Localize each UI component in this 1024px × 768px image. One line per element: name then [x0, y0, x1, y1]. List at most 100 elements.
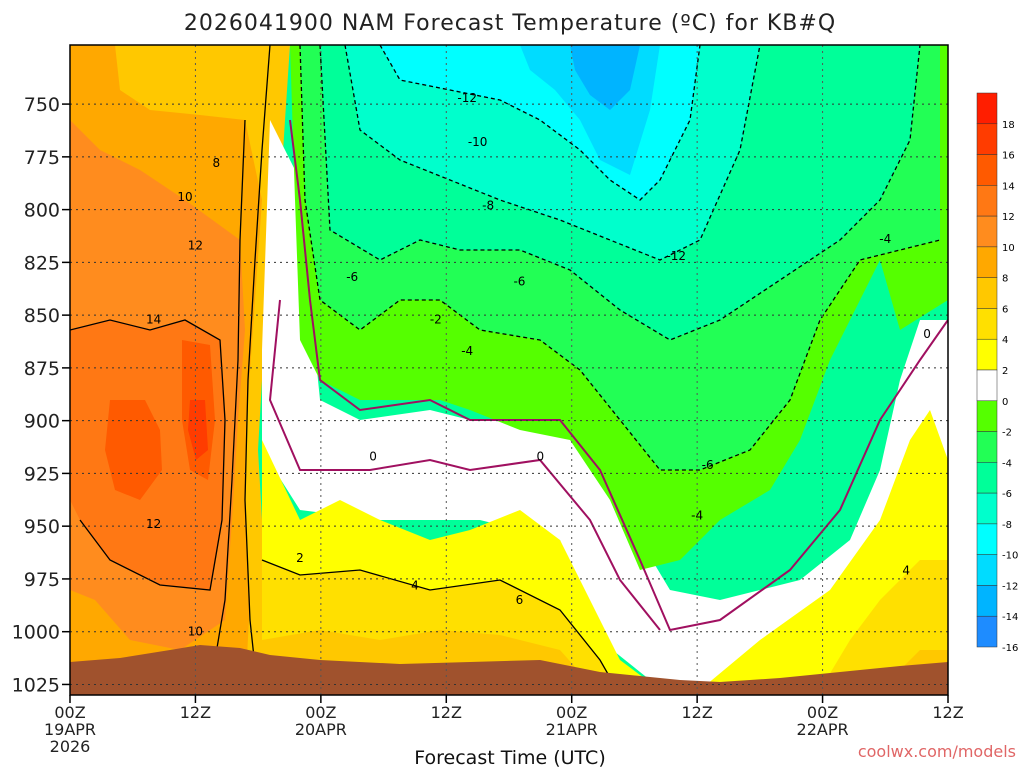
- colorbar-swatch--18: [976, 615, 998, 648]
- colorbar-label-9: 0: [1002, 397, 1008, 408]
- contour-label-11: -2: [430, 312, 442, 326]
- colorbar: 18 16 14 12 10 8 6 4 2 0 -2 -4 -6 -8 -10 -12 -14 -16: [976, 92, 1018, 654]
- x-tick-label-0-1: 19APR: [44, 720, 96, 739]
- x-tick-label-72-1: 22APR: [797, 720, 849, 739]
- contour-zero-line-lower: [268, 299, 661, 631]
- contour-label-15: 2: [296, 551, 304, 565]
- contour-label-9: -6: [346, 270, 358, 284]
- contour-line-f: [299, 45, 941, 471]
- colorbar-swatch-8: [976, 246, 998, 278]
- colorbar-label-1: 16: [1002, 151, 1015, 162]
- y-tick-label-800: 800: [24, 200, 60, 222]
- colorbar-swatch-6: [976, 277, 998, 309]
- credit-text: coolwx.com/models: [858, 742, 1016, 761]
- colorbar-swatch--16: [976, 585, 998, 617]
- contour-label-19: -6: [702, 458, 714, 472]
- contour-zero-line: [289, 119, 948, 632]
- colorbar-swatch--6: [976, 431, 998, 463]
- colorbar-label-11: -4: [1002, 458, 1012, 469]
- colorbar-label-17: -16: [1002, 643, 1018, 654]
- contour-label-6: -12: [457, 91, 477, 105]
- colorbar-label-8: 2: [1002, 366, 1008, 377]
- y-axis-ticks: 750 775 800 825 850 875 900 925 950 975 1000 1025: [12, 94, 70, 696]
- contour-label-2: 12: [188, 238, 203, 252]
- y-tick-label-950: 950: [24, 516, 60, 538]
- colorbar-label-2: 14: [1002, 181, 1015, 192]
- contour-line-d: [261, 559, 621, 695]
- y-tick-label-1000: 1000: [12, 622, 60, 644]
- y-tick-label-925: 925: [24, 463, 60, 485]
- contour-label-4: 12: [146, 517, 161, 531]
- y-tick-label-1025: 1025: [12, 674, 60, 696]
- y-tick-label-875: 875: [24, 358, 60, 380]
- x-tick-label-12-0: 12Z: [180, 703, 211, 722]
- x-tick-label-24-1: 20APR: [295, 720, 347, 739]
- contour-label-10: -6: [513, 274, 525, 288]
- temperature-field: [70, 45, 948, 695]
- x-tick-label-48-1: 21APR: [546, 720, 598, 739]
- x-axis-label: Forecast Time (UTC): [414, 747, 605, 768]
- x-tick-label-0-2: 2026: [50, 737, 91, 756]
- plot-frame: [69, 44, 949, 696]
- colorbar-swatch-14: [976, 154, 998, 186]
- contour-label-3: 14: [146, 312, 161, 326]
- contour-label-18: -12: [666, 249, 686, 263]
- colorbar-label-0: 18: [1002, 120, 1015, 131]
- colorbar-label-4: 10: [1002, 243, 1015, 254]
- colorbar-label-14: -10: [1002, 551, 1018, 562]
- colorbar-swatch-12: [976, 185, 998, 217]
- contour-label-23: 4: [902, 563, 910, 577]
- chart-title: 2026041900 NAM Forecast Temperature (ºC)…: [184, 11, 836, 36]
- colorbar-label-12: -6: [1002, 489, 1012, 500]
- colorbar-label-13: -8: [1002, 520, 1012, 531]
- warm-region-16: [105, 340, 215, 500]
- contour-label-20: -4: [691, 509, 703, 523]
- terrain: [70, 645, 948, 695]
- contour-label-17: 6: [516, 593, 524, 607]
- contour-label-1: 10: [177, 190, 192, 204]
- colorbar-swatch--10: [976, 492, 998, 525]
- contour-line-h: [379, 45, 701, 201]
- colorbar-label-15: -12: [1002, 581, 1018, 592]
- colorbar-swatch-16: [976, 123, 998, 155]
- contour-label-12: -4: [461, 344, 473, 358]
- colorbar-swatch-2: [976, 338, 998, 371]
- warm-region-18: [188, 400, 208, 460]
- colorbar-label-10: -2: [1002, 428, 1012, 439]
- colorbar-swatch--4: [976, 400, 998, 432]
- y-tick-label-900: 900: [24, 411, 60, 433]
- y-tick-label-750: 750: [24, 94, 60, 116]
- colorbar-swatch-10: [976, 215, 998, 248]
- cold-region-minus16: [570, 45, 640, 110]
- contour-line-b: [214, 119, 246, 661]
- contour-label-22: 0: [923, 327, 931, 341]
- colorbar-swatch-18: [976, 92, 998, 125]
- contour-line-c: [70, 319, 226, 591]
- y-tick-label-850: 850: [24, 305, 60, 327]
- colorbar-label-5: 8: [1002, 274, 1008, 285]
- contour-label-8: -8: [482, 198, 494, 212]
- contour-line-e: [319, 45, 921, 341]
- colorbar-label-7: 4: [1002, 335, 1008, 346]
- colorbar-swatch-4: [976, 308, 998, 340]
- colorbar-label-3: 12: [1002, 212, 1015, 223]
- colorbar-label-6: 6: [1002, 304, 1008, 315]
- contour-label-16: 4: [411, 578, 419, 592]
- x-tick-label-60-0: 12Z: [681, 703, 712, 722]
- contour-label-5: 10: [188, 625, 203, 639]
- colorbar-swatch--12: [976, 523, 998, 555]
- x-tick-label-48-0: 00Z: [556, 703, 587, 722]
- colorbar-label-16: -14: [1002, 612, 1018, 623]
- x-tick-label-84-0: 12Z: [932, 703, 963, 722]
- contour-label-0: 8: [213, 156, 221, 170]
- colorbar-swatch--2: [976, 369, 998, 402]
- x-tick-label-72-0: 00Z: [807, 703, 838, 722]
- y-tick-label-775: 775: [24, 147, 60, 169]
- colorbar-swatch--8: [976, 462, 998, 494]
- contour-label-7: -10: [468, 135, 488, 149]
- contour-label-13: 0: [369, 450, 377, 464]
- y-tick-label-825: 825: [24, 252, 60, 274]
- contour-line-a: [244, 45, 271, 695]
